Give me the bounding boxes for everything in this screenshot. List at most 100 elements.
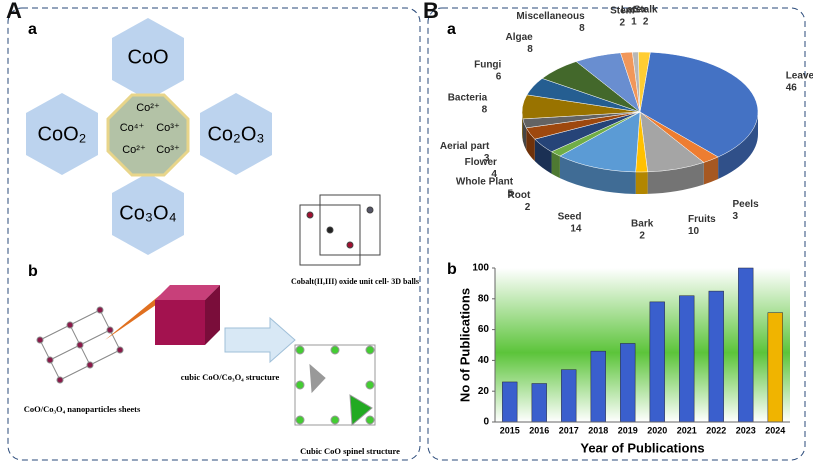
pie-label: Fungi	[474, 60, 501, 71]
oxide-label: CoO	[127, 46, 168, 68]
x-tick-label: 2017	[559, 425, 579, 435]
oxide-label: Co₂O₃	[207, 123, 264, 145]
pie-label: Algae	[506, 32, 534, 43]
pie-slice	[559, 111, 641, 173]
y-tick-label: 20	[478, 386, 490, 397]
x-tick-label: 2023	[736, 425, 756, 435]
pie-side	[703, 156, 719, 185]
pie-label: Fruits	[688, 214, 716, 225]
pie-slice	[638, 51, 651, 113]
x-tick-label: 2019	[618, 425, 638, 435]
panel-label: A	[6, 0, 22, 23]
panel-label: B	[423, 0, 439, 23]
ion-label: Co⁴⁺	[120, 122, 145, 134]
pie-side	[522, 112, 523, 141]
pie-value: 2	[643, 17, 649, 28]
pie-label: Seed	[558, 211, 582, 222]
hexagon	[112, 18, 184, 100]
pie-value: 5	[508, 189, 514, 200]
pie-value: 3	[484, 153, 490, 164]
pie-label: Latex	[621, 5, 648, 16]
x-axis-title: Year of Publications	[580, 440, 704, 455]
pie-side	[551, 151, 560, 179]
x-tick-label: 2018	[588, 425, 608, 435]
x-tick-label: 2016	[529, 425, 549, 435]
pie-value: 4	[491, 169, 497, 180]
bar	[620, 343, 636, 423]
bar	[531, 383, 547, 423]
y-tick-label: 60	[478, 324, 490, 335]
caption: Cobalt(II,III) oxide unit cell- 3D balls	[291, 277, 419, 286]
bar	[561, 369, 577, 423]
pie-value: 3	[733, 211, 739, 222]
pie-value: 2	[639, 231, 645, 242]
ion-label: Co²⁺	[136, 102, 160, 114]
bar	[767, 312, 783, 423]
pie-label: Stem	[610, 5, 635, 16]
bar	[649, 301, 665, 423]
pie-value: 8	[527, 44, 533, 55]
pie-value: 10	[688, 226, 700, 237]
hexagon	[26, 93, 98, 175]
hexagon	[200, 93, 272, 175]
pie-label: Flower	[465, 157, 497, 168]
pie-side	[526, 127, 535, 162]
hexagon	[112, 173, 184, 255]
y-tick-label: 100	[472, 263, 489, 274]
lattice-sheet	[36, 306, 124, 384]
pie-value: 8	[482, 104, 488, 115]
ion-label: Co³⁺	[156, 144, 180, 156]
pie-side	[635, 171, 648, 194]
x-tick-label: 2024	[765, 425, 785, 435]
oxide-label: Co₃O₄	[119, 202, 176, 224]
hexagons	[26, 18, 272, 255]
y-axis-title: No of Publications	[457, 288, 472, 402]
bar	[708, 290, 724, 423]
unit-cell	[299, 194, 381, 266]
bar	[502, 381, 518, 423]
pie-label: Peels	[733, 199, 760, 210]
ion-label: Co³⁺	[156, 122, 180, 134]
x-tick-label: 2022	[706, 425, 726, 435]
pie-slice	[639, 51, 759, 158]
pie-value: 2	[620, 17, 626, 28]
oxide-label: CoO₂	[38, 123, 87, 145]
subpanel-label: a	[28, 21, 37, 38]
pie-label: Leaves	[786, 71, 813, 82]
pie-label: Stalk	[634, 5, 658, 16]
pie-value: 1	[631, 17, 637, 28]
y-tick-label: 80	[478, 293, 490, 304]
pie-label: Bacteria	[448, 92, 488, 103]
pie-label: Miscellaneous	[516, 11, 585, 22]
pie-side	[647, 162, 704, 194]
pie-side	[534, 139, 552, 174]
x-tick-label: 2021	[677, 425, 697, 435]
y-tick-label: 0	[483, 417, 489, 428]
panel-b-frame	[427, 7, 806, 461]
cube	[155, 285, 220, 345]
subpanel-label: b	[447, 261, 457, 278]
pie-value: 14	[570, 223, 582, 234]
y-tick-label: 40	[478, 355, 490, 366]
spinel	[294, 344, 376, 427]
pointer	[105, 295, 163, 340]
caption: cubic CoO/Co₃O₄ structure	[181, 372, 280, 382]
pie-value: 6	[496, 72, 502, 83]
panel-a-frame	[7, 7, 421, 461]
bar	[590, 350, 606, 423]
caption: CoO/Co₃O₄ nanoparticles sheets	[24, 404, 141, 414]
x-tick-label: 2015	[500, 425, 520, 435]
pie-label: Whole Plant	[456, 177, 514, 188]
pie-label: Bark	[631, 219, 654, 230]
octahedron	[106, 93, 190, 177]
bar	[679, 295, 695, 423]
arrow	[224, 316, 296, 364]
ion-label: Co²⁺	[122, 144, 146, 156]
pie-value: 2	[525, 202, 531, 213]
pie-label: Root	[508, 190, 531, 201]
caption: Cubic CoO spinel structure	[300, 446, 400, 456]
pie-value: 8	[579, 23, 585, 34]
pie-label: Aerial part	[440, 141, 490, 152]
bar	[738, 267, 754, 423]
